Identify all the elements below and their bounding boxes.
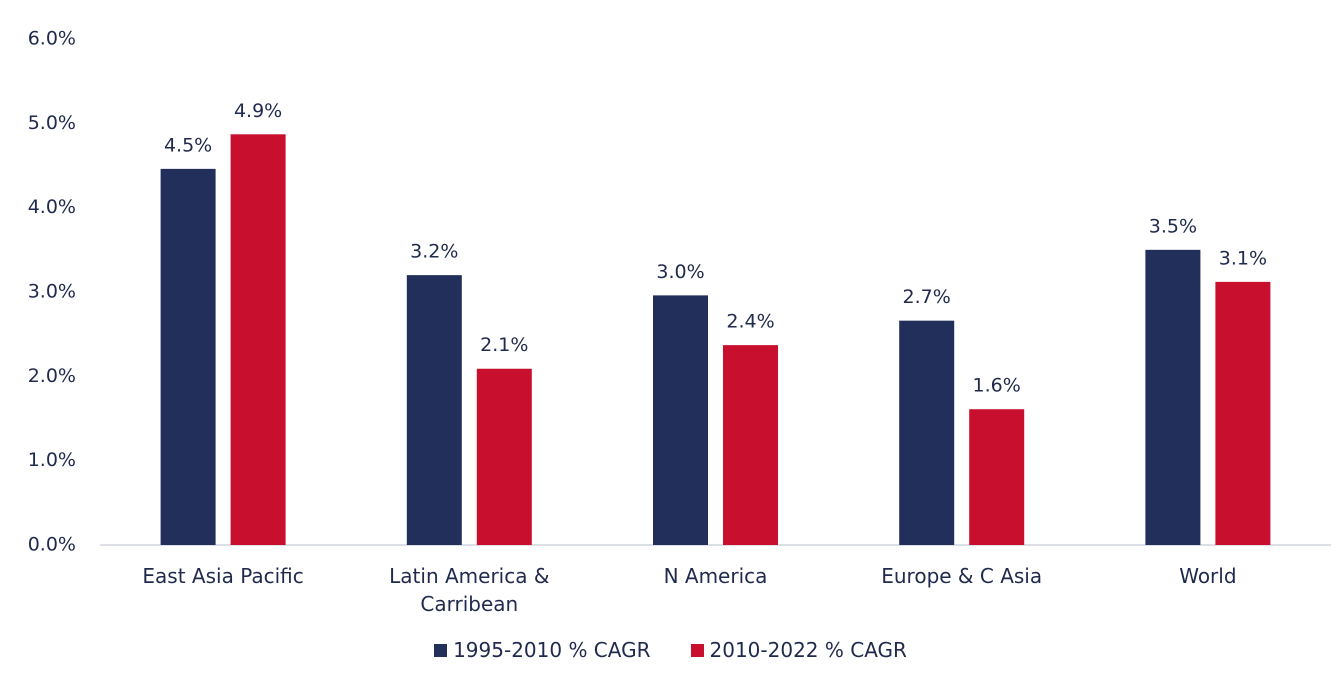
legend-label: 2010-2022 % CAGR [709, 638, 907, 662]
value-label: 2.4% [726, 311, 774, 333]
bar [1145, 249, 1201, 546]
legend-swatch [690, 643, 704, 657]
bar [160, 168, 216, 545]
bar [476, 368, 532, 545]
x-tick-label: Europe & C Asia [881, 564, 1043, 588]
y-tick-label: 3.0% [28, 281, 76, 303]
y-tick-label: 2.0% [28, 365, 76, 387]
bar [406, 275, 462, 545]
bar [969, 409, 1025, 545]
y-tick-label: 0.0% [28, 534, 76, 556]
legend-item: 1995-2010 % CAGR [434, 638, 651, 662]
value-label: 3.2% [410, 241, 458, 263]
bar [653, 295, 708, 545]
value-label: 3.1% [1219, 247, 1267, 269]
legend-swatch [434, 643, 448, 657]
x-tick-label: N America [663, 564, 768, 588]
x-tick-label: East Asia Pacific [142, 564, 304, 588]
bar [723, 345, 778, 545]
y-tick-label: 4.0% [28, 196, 76, 218]
legend: 1995-2010 % CAGR 2010-2022 % CAGR [0, 638, 1341, 662]
y-tick-label: 5.0% [28, 112, 76, 134]
value-label: 4.5% [164, 134, 212, 156]
bar [1215, 281, 1271, 545]
value-label: 4.9% [234, 100, 282, 122]
value-label: 2.7% [903, 286, 951, 308]
y-tick-label: 6.0% [28, 28, 76, 50]
value-label: 3.5% [1149, 215, 1197, 237]
bar [230, 134, 286, 545]
legend-label: 1995-2010 % CAGR [453, 638, 651, 662]
x-tick-label: World [1179, 564, 1237, 588]
value-label: 3.0% [656, 261, 704, 283]
legend-item: 2010-2022 % CAGR [690, 638, 907, 662]
x-tick-label: Latin America & Carribean [389, 564, 550, 616]
y-tick-label: 1.0% [28, 449, 76, 471]
bar [899, 320, 955, 545]
value-label: 2.1% [480, 334, 528, 356]
value-label: 1.6% [973, 375, 1021, 397]
